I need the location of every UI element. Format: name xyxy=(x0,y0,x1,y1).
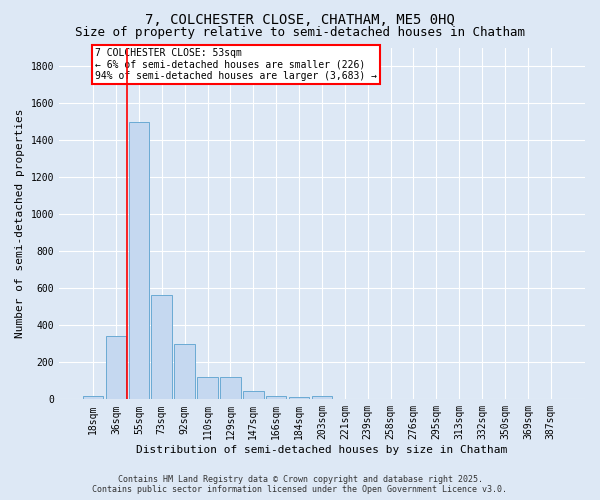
Text: 7 COLCHESTER CLOSE: 53sqm
← 6% of semi-detached houses are smaller (226)
94% of : 7 COLCHESTER CLOSE: 53sqm ← 6% of semi-d… xyxy=(95,48,377,80)
Bar xyxy=(289,396,310,400)
Y-axis label: Number of semi-detached properties: Number of semi-detached properties xyxy=(15,108,25,338)
Bar xyxy=(83,396,103,400)
Bar xyxy=(175,344,195,400)
Bar xyxy=(311,396,332,400)
Bar xyxy=(220,377,241,400)
Bar xyxy=(151,294,172,400)
Bar xyxy=(128,122,149,400)
X-axis label: Distribution of semi-detached houses by size in Chatham: Distribution of semi-detached houses by … xyxy=(136,445,508,455)
Bar xyxy=(197,377,218,400)
Text: 7, COLCHESTER CLOSE, CHATHAM, ME5 0HQ: 7, COLCHESTER CLOSE, CHATHAM, ME5 0HQ xyxy=(145,12,455,26)
Text: Contains HM Land Registry data © Crown copyright and database right 2025.
Contai: Contains HM Land Registry data © Crown c… xyxy=(92,474,508,494)
Bar xyxy=(106,336,127,400)
Bar xyxy=(243,391,263,400)
Bar xyxy=(266,396,286,400)
Text: Size of property relative to semi-detached houses in Chatham: Size of property relative to semi-detach… xyxy=(75,26,525,39)
